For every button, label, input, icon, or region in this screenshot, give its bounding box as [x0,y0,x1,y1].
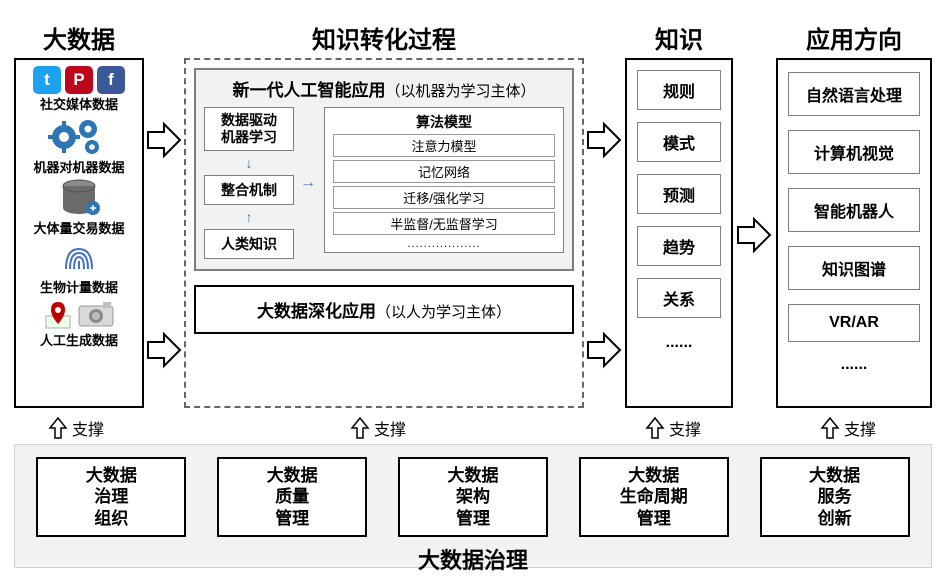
c1-label-4: 人工生成数据 [16,330,142,349]
bigdata-app-title: 大数据深化应用 [257,302,376,321]
gov-0: 大数据治理组织 [36,457,186,537]
gov-2: 大数据架构管理 [398,457,548,537]
gov-4: 大数据服务创新 [760,457,910,537]
support-label: 支撑 [374,416,406,440]
gov-title: 大数据治理 [15,543,931,575]
arrow-1b-icon [146,330,182,370]
header-col3: 知识 [625,20,733,55]
support-1: 支撑 [48,416,104,440]
header-col4: 应用方向 [776,20,932,55]
col-bigdata: t P f 社交媒体数据 机器对机器数据 大体量交易数据 生物计 [14,58,144,408]
facebook-icon: f [97,66,125,94]
support-arrow-icon [48,416,68,440]
arrow-3-icon [736,215,772,255]
algo-1: 记忆网络 [333,160,555,183]
arrow-up-icon: ↑ [246,209,253,225]
c1-label-0: 社交媒体数据 [16,94,142,113]
algo-dots: .................. [333,238,555,250]
ai-title-sub: （以机器为学习主体） [385,83,535,100]
app-2: 智能机器人 [788,188,920,232]
map-pin-icon [43,298,73,330]
k-dots: ...... [637,330,721,356]
k-0: 规则 [637,70,721,110]
support-2: 支撑 [350,416,406,440]
app-4: VR/AR [788,304,920,342]
support-arrow-icon [350,416,370,440]
twitter-icon: t [33,66,61,94]
support-label: 支撑 [669,416,701,440]
ai-title-main: 新一代人工智能应用 [232,81,385,100]
gears-icon [44,115,114,157]
fingerprint-icon [58,239,100,277]
bigdata-app-sub: （以人为学习主体） [376,304,511,321]
k-3: 趋势 [637,226,721,266]
bigdata-app-panel: 大数据深化应用（以人为学习主体） [194,285,574,334]
database-icon [55,178,103,218]
support-label: 支撑 [844,416,876,440]
gov-3: 大数据生命周期管理 [579,457,729,537]
app-3: 知识图谱 [788,246,920,290]
algo-2: 迁移/强化学习 [333,186,555,209]
col-applications: 自然语言处理 计算机视觉 智能机器人 知识图谱 VR/AR ...... [776,58,932,408]
arrow-2a-icon [586,120,622,160]
col-knowledge: 规则 模式 预测 趋势 关系 ...... [625,58,733,408]
support-label: 支撑 [72,416,104,440]
algo-3: 半监督/无监督学习 [333,212,555,235]
k-2: 预测 [637,174,721,214]
header-col2: 知识转化过程 [184,20,584,55]
c1-label-1: 机器对机器数据 [16,157,142,176]
gov-1: 大数据质量管理 [217,457,367,537]
arrow-1a-icon [146,120,182,160]
support-4: 支撑 [820,416,876,440]
app-0: 自然语言处理 [788,72,920,116]
support-arrow-icon [645,416,665,440]
ai-app-panel: 新一代人工智能应用（以机器为学习主体） 数据驱动机器学习 ↓ 整合机制 ↑ 人类… [194,68,574,271]
human-gen-icons [16,298,142,330]
k-4: 关系 [637,278,721,318]
c2-left-col: 数据驱动机器学习 ↓ 整合机制 ↑ 人类知识 [204,107,294,259]
col-transform: 新一代人工智能应用（以机器为学习主体） 数据驱动机器学习 ↓ 整合机制 ↑ 人类… [184,58,584,408]
ai-app-title: 新一代人工智能应用（以机器为学习主体） [204,76,564,101]
c1-label-2: 大体量交易数据 [16,218,142,237]
app-dots: ...... [788,356,920,374]
social-icons: t P f [16,66,142,94]
camera-icon [77,298,115,330]
arrow-2b-icon [586,330,622,370]
app-1: 计算机视觉 [788,130,920,174]
algo-0: 注意力模型 [333,134,555,157]
governance-panel: 大数据治理组织 大数据质量管理 大数据架构管理 大数据生命周期管理 大数据服务创… [14,444,932,568]
pinterest-icon: P [65,66,93,94]
c2-left-0: 数据驱动机器学习 [204,107,294,151]
arrow-down-icon: ↓ [246,155,253,171]
c1-label-3: 生物计量数据 [16,277,142,296]
k-1: 模式 [637,122,721,162]
support-3: 支撑 [645,416,701,440]
algo-title: 算法模型 [333,112,555,132]
header-col1: 大数据 [14,20,144,55]
algo-panel: 算法模型 注意力模型 记忆网络 迁移/强化学习 半监督/无监督学习 ......… [324,107,564,253]
c2-left-1: 整合机制 [204,175,294,205]
arrow-right-icon: → [300,174,316,192]
c2-left-2: 人类知识 [204,229,294,259]
support-arrow-icon [820,416,840,440]
